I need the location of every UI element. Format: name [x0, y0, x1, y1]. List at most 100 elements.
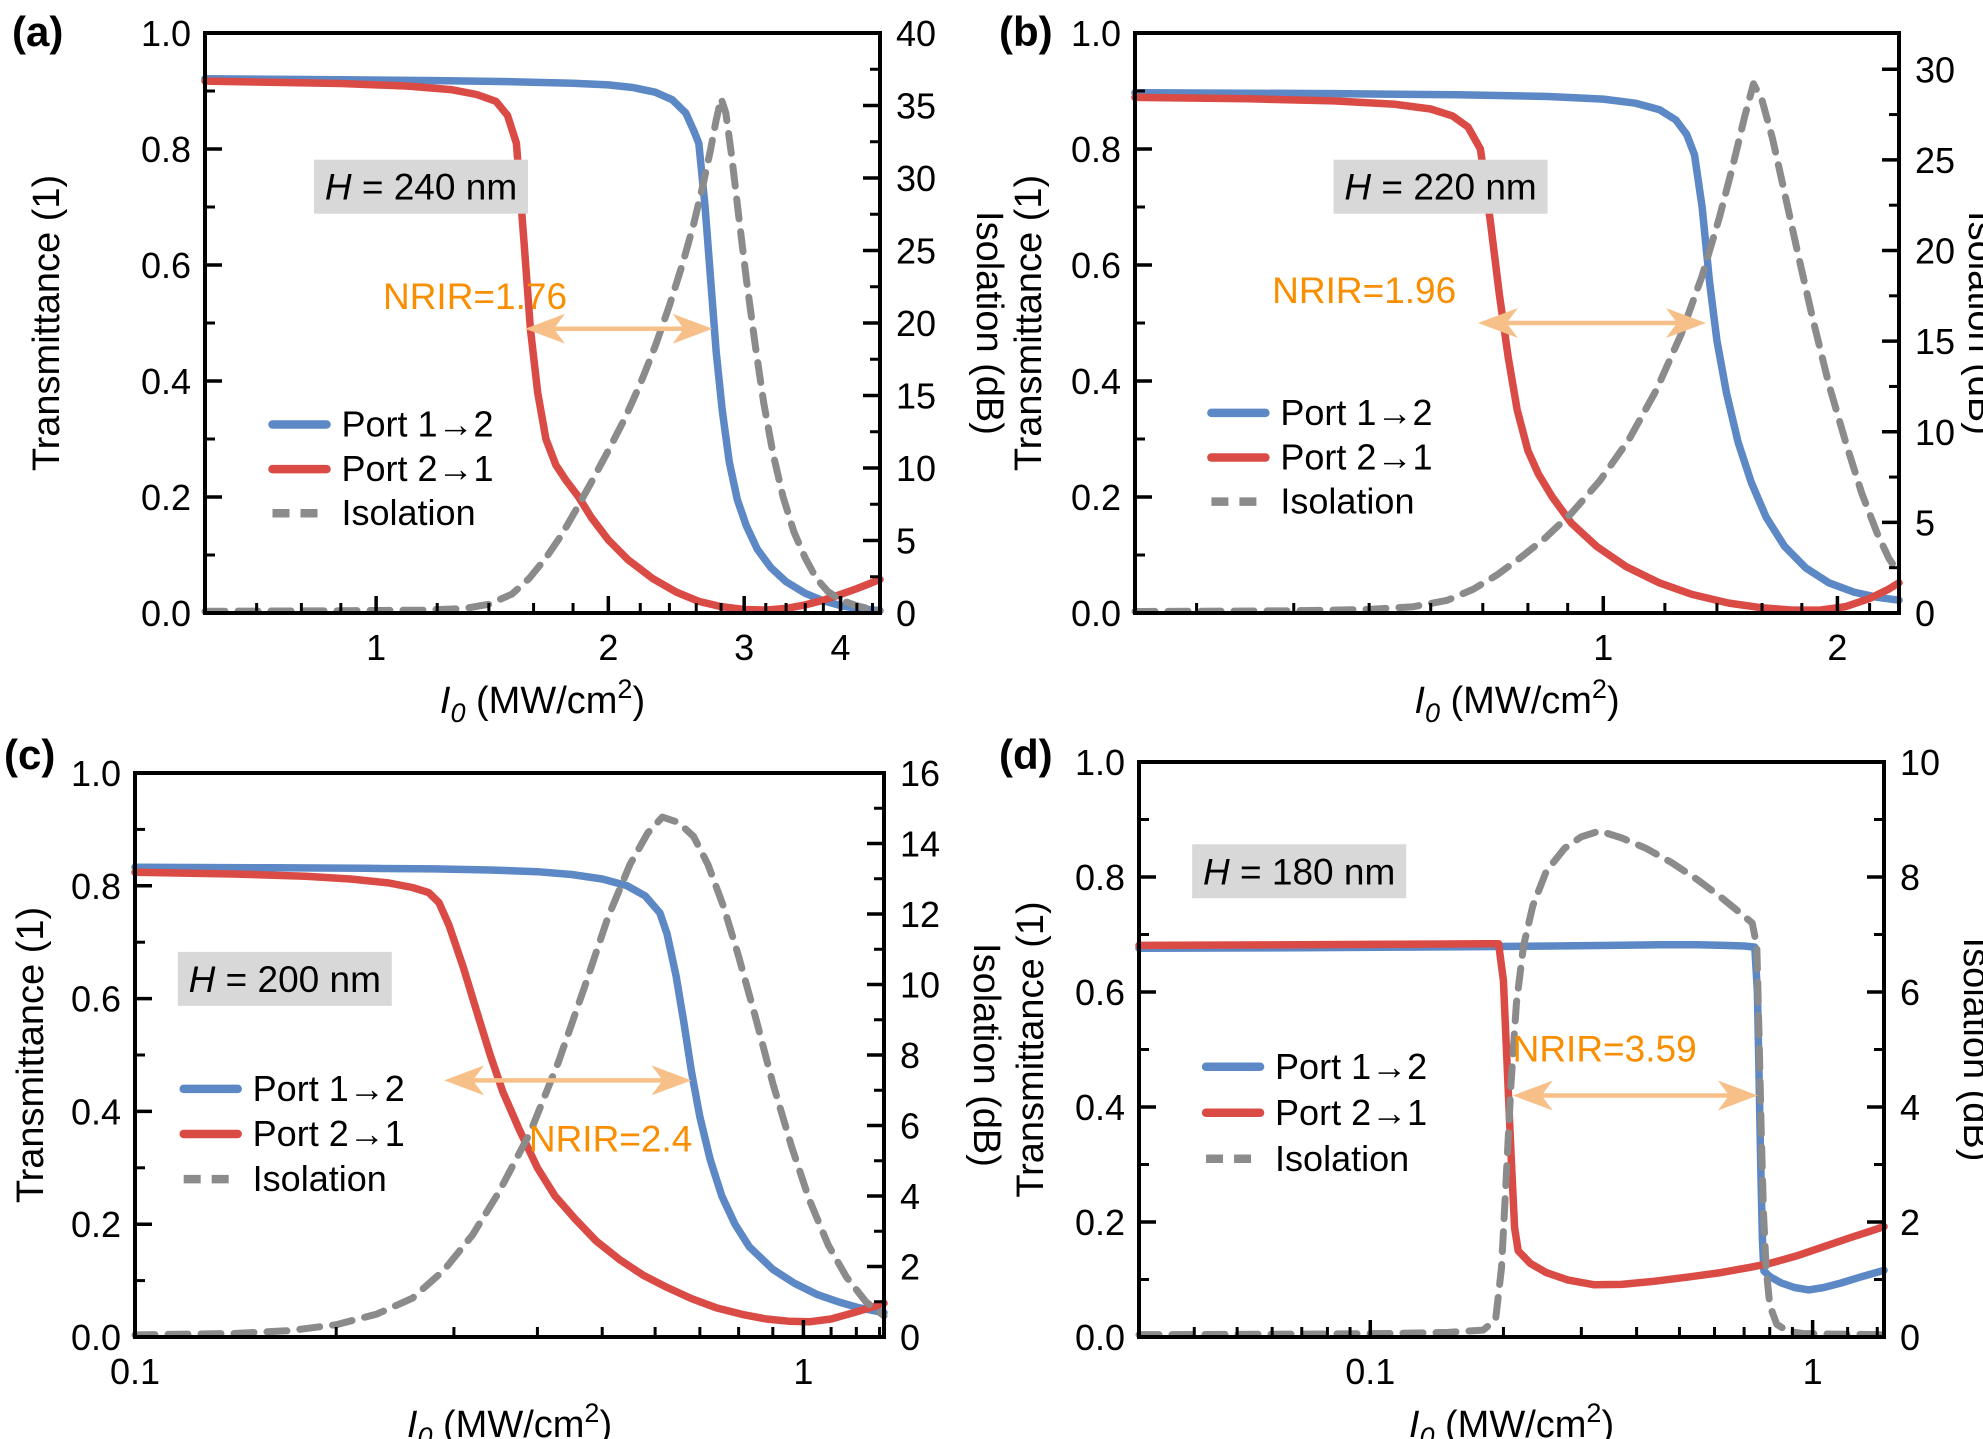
- x-tick-label: 2: [598, 627, 618, 668]
- nrir-arrowhead-left: [525, 313, 566, 344]
- y-left-tick-label: 0.8: [1071, 129, 1121, 170]
- y-left-tick-label: 0.4: [1075, 1087, 1125, 1128]
- nrir-arrowhead-right: [1665, 308, 1706, 338]
- y-axis-left: 0.0 0.2 0.4 0.6 0.8 1.0: [1071, 13, 1152, 634]
- y-axis-left: 0.0 0.2 0.4 0.6 0.8 1.0: [141, 13, 222, 634]
- nrir-arrowhead-left: [1477, 308, 1518, 338]
- h-label: H = 200 nm: [189, 959, 381, 1000]
- y-left-tick-label: 0.4: [71, 1091, 121, 1132]
- legend-label-port21: Port 2→1: [342, 448, 494, 489]
- x-tick-label: 4: [831, 627, 851, 668]
- y-right-axis-title: Isolation (dB): [1955, 938, 1983, 1162]
- y-right-tick-label: 20: [1915, 231, 1955, 272]
- h-label-box: [177, 951, 392, 1006]
- y-axis-left: 0.0 0.2 0.4 0.6 0.8 1.0: [71, 753, 152, 1358]
- y-right-tick-label: 16: [900, 753, 940, 794]
- legend-label-port21: Port 2→1: [253, 1113, 405, 1154]
- x-tick-label: 2: [1827, 627, 1847, 668]
- y-left-tick-label: 0.0: [71, 1317, 121, 1358]
- y-axis-right: 0 2 4 6 8 10: [1867, 742, 1940, 1358]
- panel-letter: (d): [999, 731, 1053, 778]
- y-right-tick-label: 25: [1915, 140, 1955, 181]
- y-right-tick-label: 8: [1900, 857, 1920, 898]
- panel-c: NRIR=2.4 H = 200 nm Port 1→2 Port 2→1 Isolat…: [0, 719, 1007, 1439]
- h-label-box: [1192, 844, 1407, 899]
- nrir-arrow: [444, 1065, 692, 1096]
- y-axis-left: 0.0 0.2 0.4 0.6 0.8 1.0: [1075, 742, 1156, 1358]
- y-right-tick-label: 0: [896, 593, 916, 634]
- y-right-tick-label: 4: [900, 1176, 920, 1217]
- y-right-tick-label: 14: [900, 824, 940, 865]
- nrir-label: NRIR=1.76: [383, 276, 567, 317]
- y-right-tick-label: 5: [896, 521, 916, 562]
- port-1-2-curve: [131, 863, 888, 1317]
- y-left-tick-label: 0.0: [1071, 593, 1121, 634]
- y-right-tick-label: 4: [1900, 1087, 1920, 1128]
- y-right-tick-label: 5: [1915, 502, 1935, 543]
- y-right-tick-label: 10: [900, 965, 940, 1006]
- y-left-tick-label: 0.2: [1075, 1202, 1125, 1243]
- plot-frame: [133, 771, 886, 1339]
- y-left-tick-label: 0.8: [71, 866, 121, 907]
- y-right-tick-label: 6: [900, 1106, 920, 1147]
- y-right-tick-label: 2: [900, 1247, 920, 1288]
- x-axis-title: I0 (MW/cm2): [1414, 674, 1619, 728]
- y-left-tick-label: 0.6: [1075, 972, 1125, 1013]
- x-axis-title: I0 (MW/cm2): [1409, 1398, 1614, 1439]
- legend-label-port21: Port 2→1: [1275, 1092, 1427, 1133]
- panel-letter: (c): [4, 731, 55, 778]
- legend-label-port12: Port 1→2: [253, 1068, 405, 1109]
- y-left-tick-label: 0.4: [141, 361, 191, 402]
- y-right-tick-label: 10: [896, 448, 936, 489]
- nrir-arrow: [525, 313, 713, 344]
- h-label-box: [1333, 159, 1548, 214]
- port-2-1-curve: [131, 868, 888, 1326]
- x-tick-label: 1: [366, 627, 386, 668]
- y-left-tick-label: 0.8: [1075, 857, 1125, 898]
- panel-letter: (a): [12, 8, 63, 55]
- panel-d: NRIR=3.59 H = 180 nm Port 1→2 Port 2→1 Isola…: [991, 719, 1983, 1439]
- legend-label-isolation: Isolation: [253, 1158, 387, 1199]
- y-right-tick-label: 20: [896, 303, 936, 344]
- nrir-label: NRIR=2.4: [529, 1119, 692, 1160]
- nrir-arrowhead-right: [651, 1065, 692, 1096]
- x-tick-label: 0.1: [110, 1351, 160, 1392]
- y-right-axis-title: Isolation (dB): [1960, 211, 1983, 435]
- y-left-tick-label: 0.8: [141, 129, 191, 170]
- x-axis: 1 2 3 4: [255, 596, 874, 668]
- y-left-axis-title: Transmittance (1): [10, 907, 52, 1203]
- x-tick-label: 1: [1593, 627, 1613, 668]
- x-tick-label: 3: [734, 627, 754, 668]
- y-axis-right: 0 5 10 15 20 25 30 35 40: [863, 13, 936, 634]
- y-right-tick-label: 35: [896, 86, 936, 127]
- nrir-label: NRIR=1.96: [1272, 270, 1456, 311]
- y-right-tick-label: 25: [896, 231, 936, 272]
- legend-label-port12: Port 1→2: [342, 404, 494, 445]
- port-2-1-curve: [1131, 93, 1903, 614]
- port-1-2-curve: [201, 75, 884, 615]
- y-left-tick-label: 0.2: [1071, 477, 1121, 518]
- nrir-arrowhead-left: [1512, 1080, 1553, 1111]
- y-right-axis-title: Isolation (dB): [965, 943, 1007, 1167]
- x-axis: 0.1 1: [110, 1320, 882, 1392]
- y-left-tick-label: 0.6: [141, 245, 191, 286]
- nrir-label: NRIR=3.59: [1513, 1029, 1697, 1070]
- y-left-axis-title: Transmittance (1): [26, 175, 68, 471]
- y-axis-right: 0 5 10 15 20 25 30: [1882, 49, 1955, 634]
- y-right-tick-label: 40: [896, 13, 936, 54]
- h-label-box: [314, 159, 528, 214]
- y-left-tick-label: 1.0: [141, 13, 191, 54]
- y-right-tick-label: 15: [896, 376, 936, 417]
- panel-d-chart: NRIR=3.59 H = 180 nm Port 1→2 Port 2→1 Isola…: [999, 731, 1983, 1439]
- panel-letter: (b): [999, 8, 1053, 55]
- x-axis-title: I0 (MW/cm2): [440, 674, 645, 728]
- y-right-tick-label: 2: [1900, 1202, 1920, 1243]
- isolation-curve: [1135, 827, 1888, 1339]
- legend-label-isolation: Isolation: [342, 492, 476, 533]
